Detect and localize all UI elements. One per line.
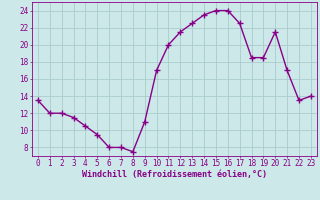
X-axis label: Windchill (Refroidissement éolien,°C): Windchill (Refroidissement éolien,°C)	[82, 170, 267, 179]
